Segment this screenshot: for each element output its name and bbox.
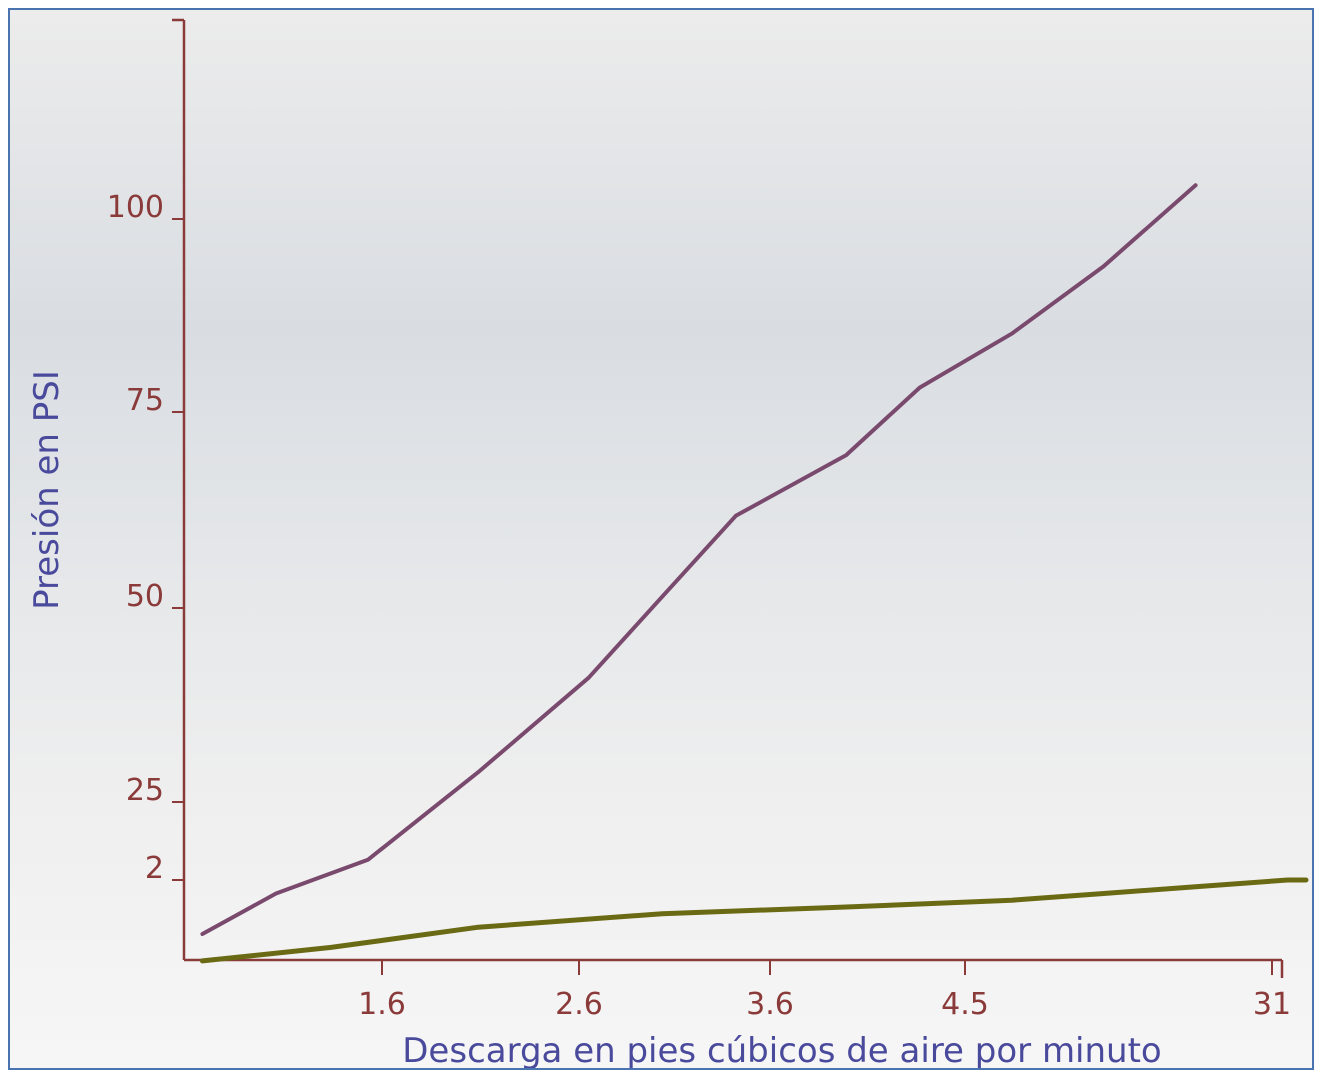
y-tick-label: 25: [126, 773, 164, 808]
series-line-2: [199, 877, 1309, 964]
y-tick-label: 2: [145, 851, 164, 886]
x-tick-label: 1.6: [358, 987, 406, 1022]
line-chart: 2 25 50 75 100 1.6 2.6 3.6 4.5 31 Presión en PSI…: [27, 18, 1309, 1070]
y-tick-label: 75: [126, 383, 164, 418]
x-tick-label: 3.6: [746, 987, 794, 1022]
y-axis-label: Presión en PSI: [27, 370, 67, 610]
x-tick-label: 4.5: [941, 987, 989, 1022]
series-line-1: [200, 183, 1198, 936]
y-axis-ticks: 2 25 50 75 100: [107, 190, 184, 886]
y-tick-label: 50: [126, 579, 164, 614]
x-axis-ticks: 1.6 2.6 3.6 4.5 31: [358, 960, 1291, 1022]
x-tick-label: 2.6: [555, 987, 603, 1022]
x-tick-label: 31: [1253, 987, 1291, 1022]
series-layer: [199, 183, 1309, 964]
x-axis-label: Descarga en pies cúbicos de aire por min…: [402, 1031, 1162, 1070]
chart-frame: 2 25 50 75 100 1.6 2.6 3.6 4.5 31 Presión en PSI…: [8, 8, 1314, 1070]
y-tick-label: 100: [107, 190, 164, 225]
